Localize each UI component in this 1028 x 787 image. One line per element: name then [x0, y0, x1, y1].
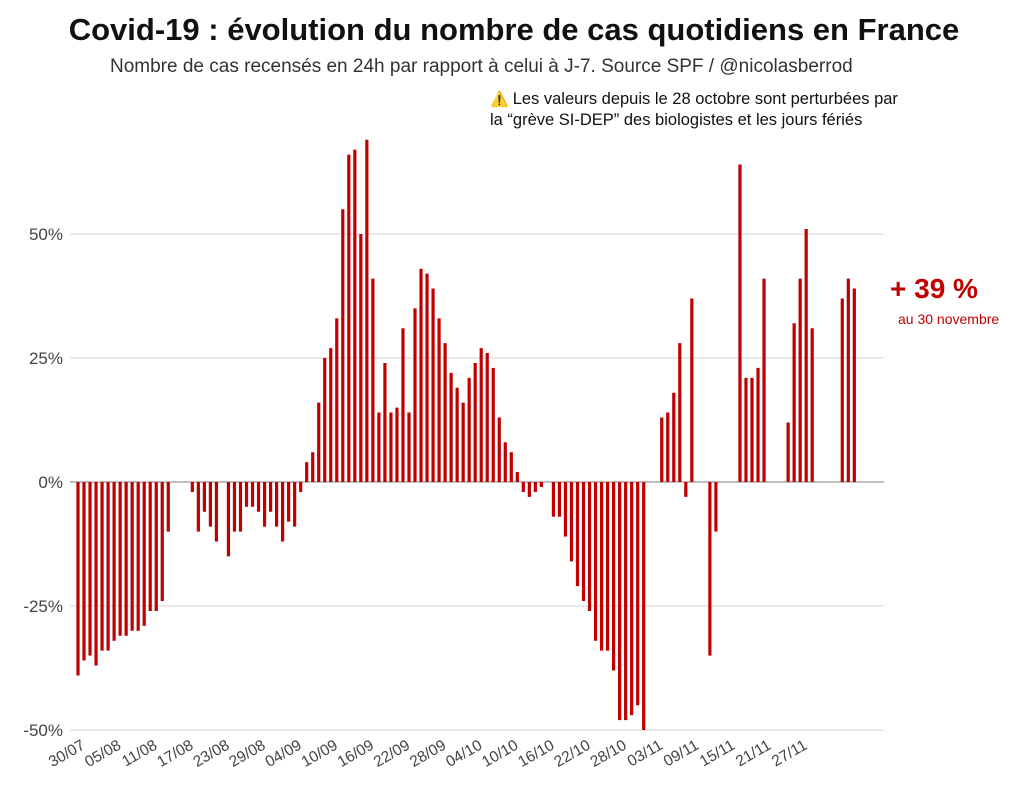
x-tick-label: 21/11: [733, 737, 774, 771]
note-line-1: Les valeurs depuis le 28 octobre sont pe…: [512, 90, 898, 108]
x-tick-label: 29/08: [226, 737, 268, 771]
chart-subtitle: Nombre de cas recensés en 24h par rappor…: [110, 56, 853, 77]
x-axis-labels: 30/0705/0811/0817/0823/0829/0804/0910/09…: [46, 737, 810, 771]
y-tick-label: -25%: [23, 597, 63, 616]
x-tick-label: 28/09: [407, 737, 449, 771]
x-tick-label: 05/08: [82, 737, 124, 771]
last-value-date: au 30 novembre: [898, 311, 1000, 327]
y-tick-label: 50%: [29, 225, 63, 244]
chart-title: Covid-19 : évolution du nombre de cas qu…: [68, 12, 960, 47]
x-tick-label: 09/11: [661, 737, 702, 771]
x-tick-label: 23/08: [190, 737, 232, 771]
y-tick-label: 25%: [29, 349, 63, 368]
x-tick-label: 04/09: [263, 737, 305, 771]
x-tick-label: 10/10: [479, 737, 521, 771]
x-tick-label: 16/10: [515, 737, 557, 771]
x-tick-label: 30/07: [46, 737, 88, 771]
y-tick-label: -50%: [23, 721, 63, 740]
last-value-annotation: + 39 %: [890, 273, 978, 304]
x-tick-label: 27/11: [769, 737, 810, 771]
y-tick-label: 0%: [38, 473, 63, 492]
x-tick-label: 22/09: [371, 737, 413, 771]
x-tick-label: 04/10: [443, 737, 485, 771]
note-line-2: la “grève SI-DEP” des biologistes et les…: [490, 111, 863, 129]
x-tick-label: 10/09: [299, 737, 341, 771]
warning-icon: ⚠️: [490, 91, 509, 108]
x-tick-label: 11/08: [119, 737, 160, 771]
bars: [76, 139, 856, 730]
x-tick-label: 03/11: [625, 737, 666, 771]
x-tick-label: 17/08: [154, 737, 196, 771]
warning-note: ⚠️ Les valeurs depuis le 28 octobre sont …: [490, 89, 990, 131]
x-tick-label: 28/10: [588, 737, 630, 771]
y-axis-labels: 50% 25% 0% -25% -50%: [23, 225, 63, 740]
x-tick-label: 15/11: [697, 737, 738, 771]
x-tick-label: 16/09: [335, 737, 377, 771]
x-tick-label: 22/10: [551, 737, 593, 771]
